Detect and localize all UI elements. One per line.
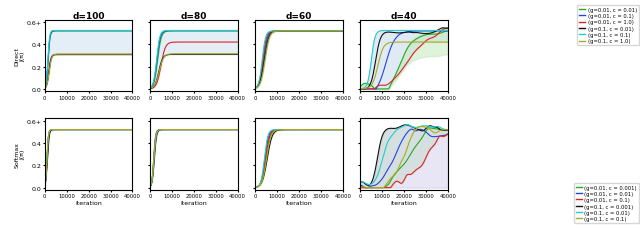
Title: d=40: d=40 <box>391 12 417 21</box>
X-axis label: iteration: iteration <box>76 200 102 205</box>
Legend: (g=0.01, c = 0.001), (g=0.01, c = 0.01), (g=0.01, c = 0.1), (g=0.1, c = 0.001), : (g=0.01, c = 0.001), (g=0.01, c = 0.01),… <box>573 183 639 223</box>
Y-axis label: Direct
J(π): Direct J(π) <box>14 47 25 66</box>
Legend: (g=0.01, c = 0.01), (g=0.01, c = 0.1), (g=0.01, c = 1.0), (g=0.1, c = 0.01), (g=: (g=0.01, c = 0.01), (g=0.01, c = 0.1), (… <box>577 6 639 46</box>
X-axis label: iteration: iteration <box>180 200 207 205</box>
Title: d=100: d=100 <box>72 12 105 21</box>
Y-axis label: Softmax
J(π): Softmax J(π) <box>14 142 25 167</box>
Title: d=60: d=60 <box>286 12 312 21</box>
Title: d=80: d=80 <box>180 12 207 21</box>
X-axis label: iteration: iteration <box>391 200 417 205</box>
X-axis label: iteration: iteration <box>285 200 312 205</box>
